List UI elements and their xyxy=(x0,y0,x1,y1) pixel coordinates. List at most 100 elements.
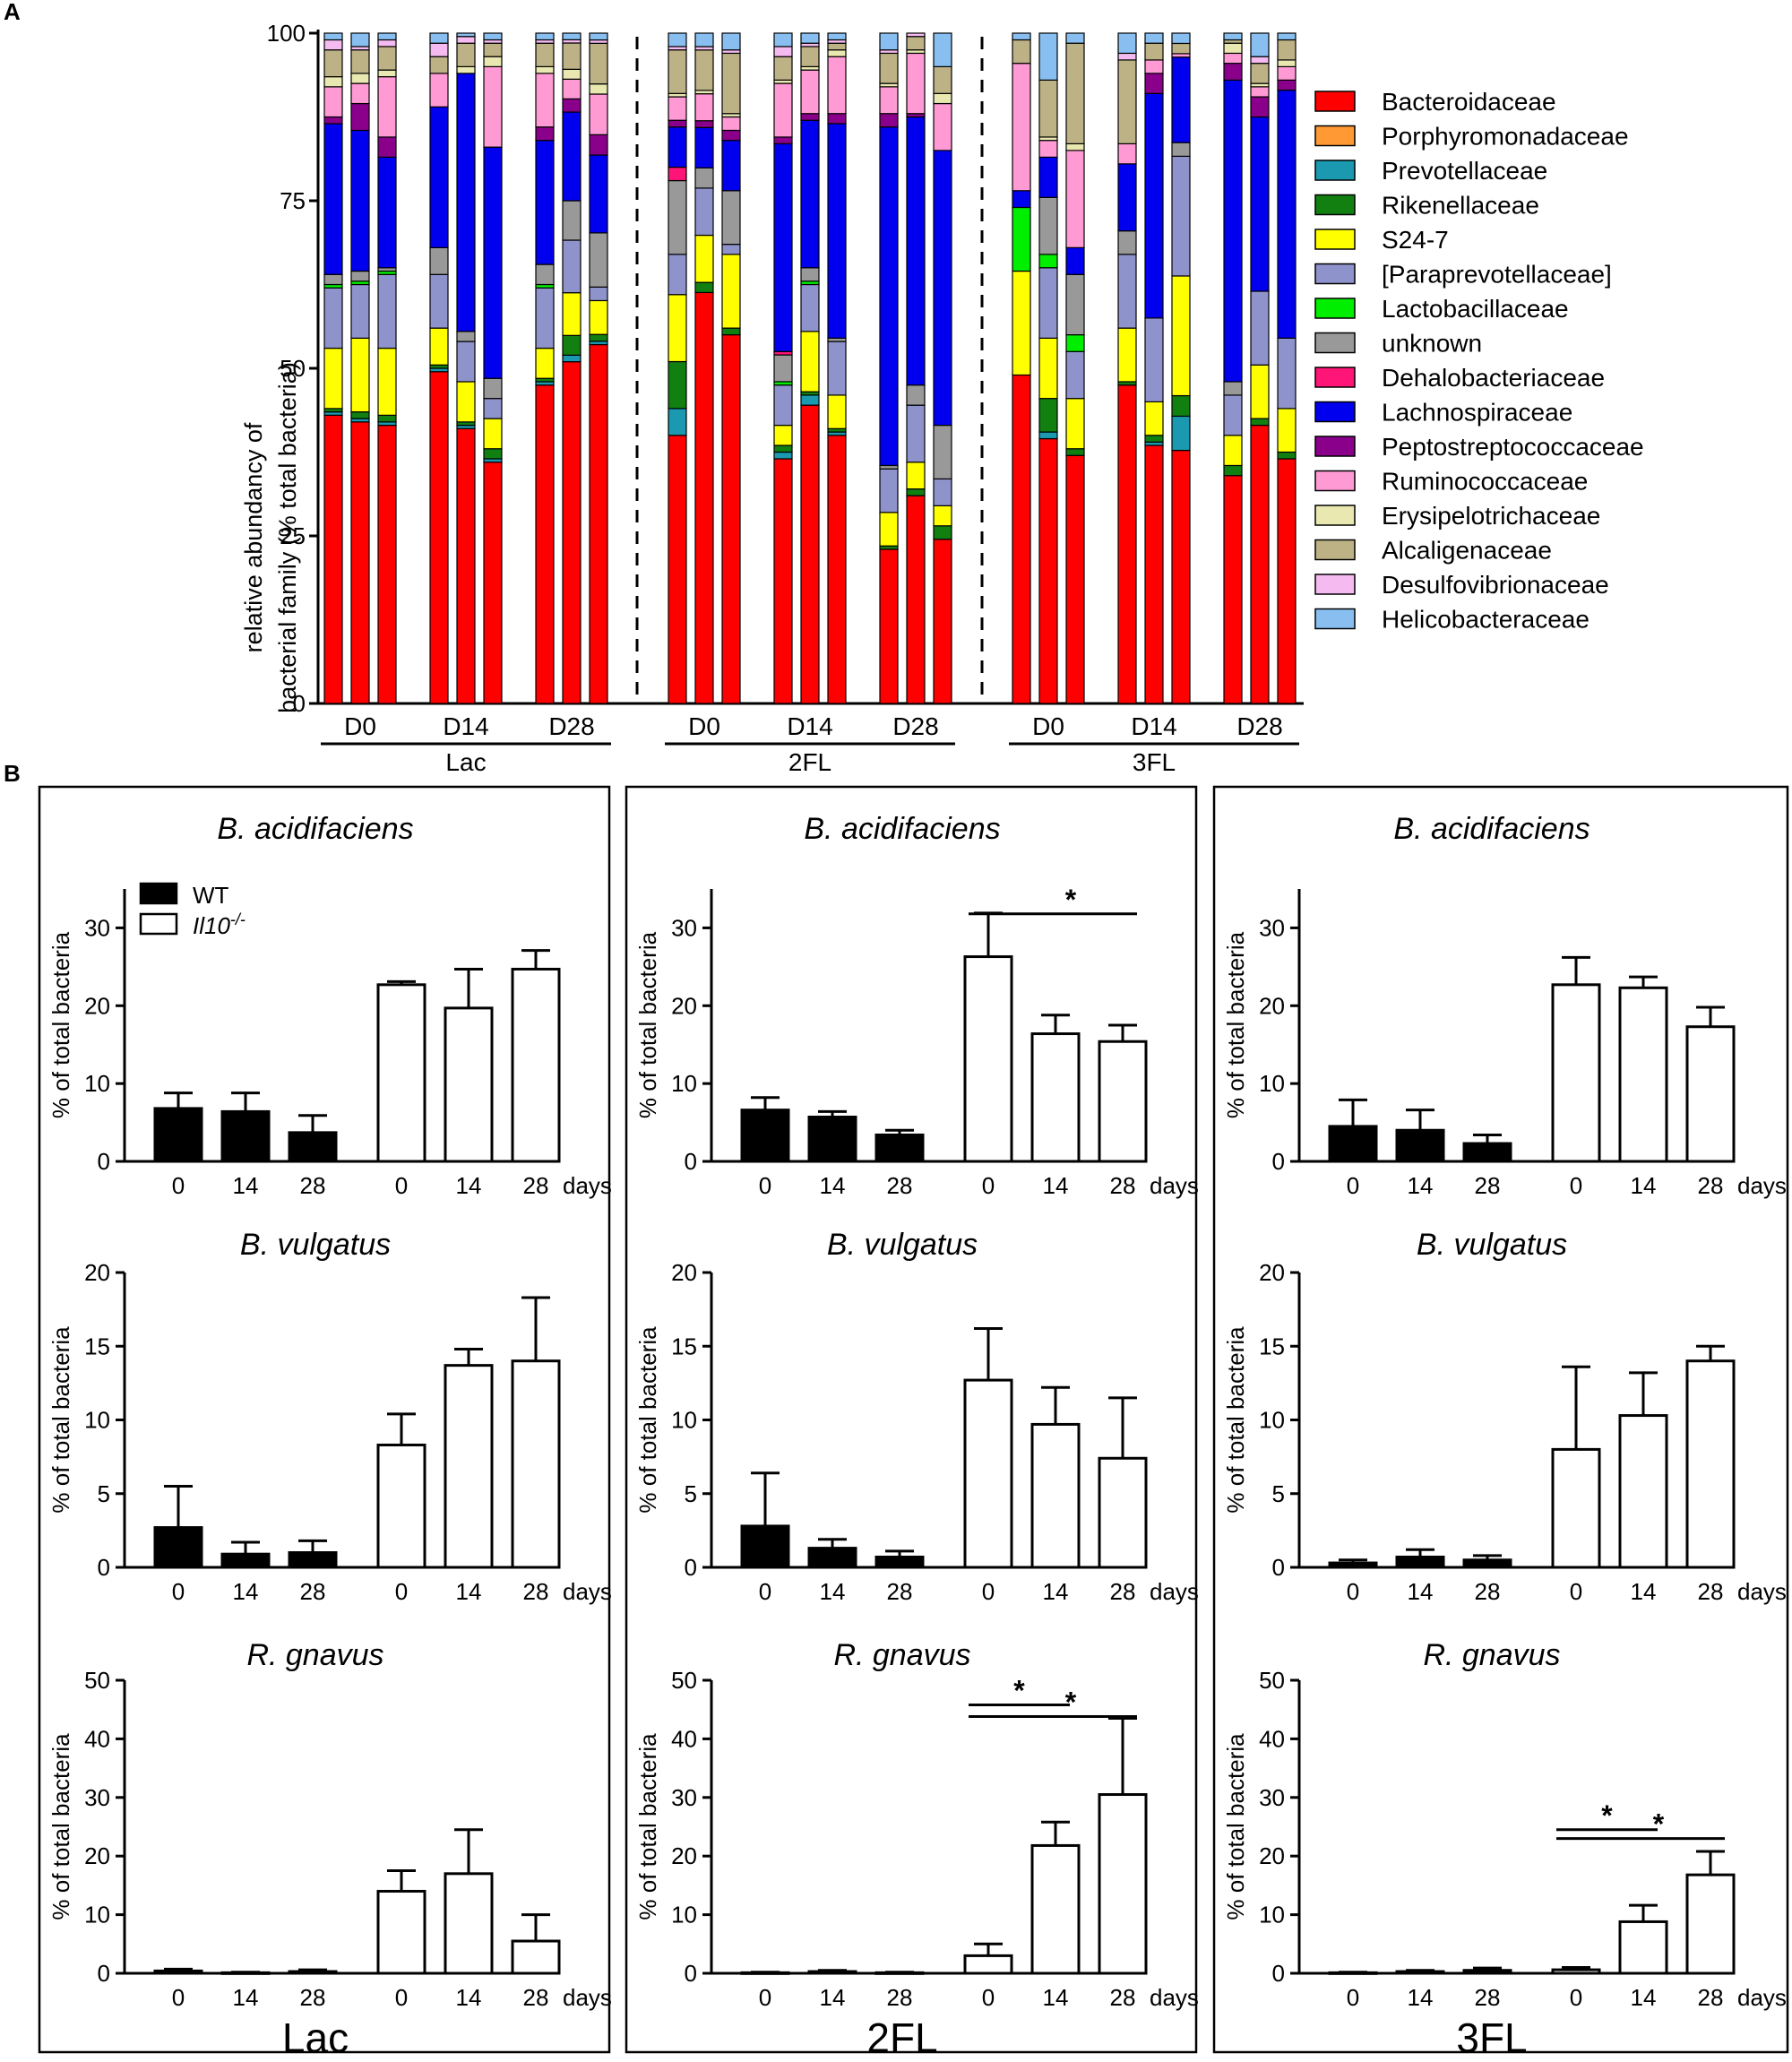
stacked-segment-lachnospiraceae xyxy=(483,146,503,379)
stacked-segment-bacteroidaceae xyxy=(562,361,582,704)
stacked-segment-desulfovibrionaceae xyxy=(429,42,449,57)
stacked-segment-alcaligenaceae xyxy=(1171,42,1191,55)
stacked-segment-rikenellaceae xyxy=(350,411,370,419)
stacked-segment-rikenellaceae xyxy=(483,448,503,460)
stacked-segment-dehalobacteriaceae xyxy=(668,167,687,182)
bar-wt xyxy=(1462,1142,1512,1163)
stacked-segment-lachnospiraceae xyxy=(1144,92,1164,319)
species-ytick-label: 15 xyxy=(671,1333,697,1359)
bar-wt xyxy=(220,1971,271,1975)
chart-a-ytick-label: 100 xyxy=(267,20,306,47)
legend-swatch xyxy=(1314,436,1356,457)
stacked-segment-s24-7 xyxy=(1012,270,1031,376)
stacked-segment--paraprevotellaceae- xyxy=(429,273,449,329)
stacked-segment--paraprevotellaceae- xyxy=(827,341,847,396)
stacked-segment-peptostreptococcaceae xyxy=(879,113,899,128)
stacked-segment-bacteroidaceae xyxy=(483,462,503,704)
species-ytick-label: 0 xyxy=(1272,1148,1285,1175)
stacked-segment-s24-7 xyxy=(377,347,397,416)
bar-il10-ko xyxy=(1685,1025,1736,1163)
species-ytick-label: 20 xyxy=(1259,992,1285,1019)
species-xtick-label: 0 xyxy=(1347,1172,1359,1199)
stacked-segment-desulfovibrionaceae xyxy=(906,32,926,38)
bar-il10-ko xyxy=(1618,986,1668,1163)
stacked-segment-alcaligenaceae xyxy=(1065,42,1085,145)
stacked-segment--paraprevotellaceae- xyxy=(1250,290,1270,366)
stacked-segment-bacteroidaceae xyxy=(668,435,687,704)
legend-swatch xyxy=(1314,470,1356,492)
bar-il10-ko xyxy=(963,1954,1013,1975)
stacked-segment-bacteroidaceae xyxy=(694,291,714,704)
stacked-segment-helicobacteraceae xyxy=(1012,32,1031,41)
stacked-segment-helicobacteraceae xyxy=(1223,32,1243,41)
species-xtick-label: 0 xyxy=(1570,1172,1582,1199)
stacked-segment-lachnospiraceae xyxy=(800,119,820,269)
species-xtick-label: 28 xyxy=(300,1984,326,2011)
stacked-segment-helicobacteraceae xyxy=(456,32,476,38)
species-xtick-label: 0 xyxy=(395,1984,408,2011)
bar-il10-ko xyxy=(1618,1920,1668,1975)
stacked-segment-peptostreptococcaceae xyxy=(323,116,343,125)
stacked-segment-unknown xyxy=(589,232,608,288)
legend-swatch xyxy=(1314,608,1356,630)
stacked-segment-lachnospiraceae xyxy=(694,126,714,168)
species-ytick-label: 50 xyxy=(1259,1667,1285,1694)
species-title: B. vulgatus xyxy=(1417,1228,1567,1262)
stacked-segment-unknown xyxy=(562,200,582,241)
species-ytick-label: 10 xyxy=(671,1070,697,1097)
stacked-segment-lachnospiraceae xyxy=(1250,116,1270,292)
stacked-segment-peptostreptococcaceae xyxy=(773,136,793,145)
bar-il10-ko xyxy=(1098,1793,1148,1975)
species-title: R. gnavus xyxy=(833,1638,970,1672)
species-ytick-label: 20 xyxy=(1259,1259,1285,1286)
stacked-segment-lachnospiraceae xyxy=(879,126,899,467)
stacked-segment--paraprevotellaceae- xyxy=(323,287,343,349)
species-ytick-label: 40 xyxy=(671,1725,697,1752)
stacked-segment-ruminococcaceae xyxy=(535,73,555,128)
stacked-segment--paraprevotellaceae- xyxy=(800,283,820,332)
stacked-segment-bacteroidaceae xyxy=(906,495,926,704)
stacked-segment-peptostreptococcaceae xyxy=(694,120,714,128)
stacked-segment-desulfovibrionaceae xyxy=(1117,52,1137,61)
stacked-segment-lachnospiraceae xyxy=(429,106,449,248)
stacked-segment-bacteroidaceae xyxy=(1065,454,1085,704)
species-ytick-label: 0 xyxy=(98,1554,110,1581)
chart-a-ylabel-line1: relative abundancy of xyxy=(240,422,267,652)
stacked-segment-helicobacteraceae xyxy=(350,32,370,47)
species-ytick-label: 20 xyxy=(84,1842,110,1869)
species-xtick-label: 28 xyxy=(1698,1578,1724,1605)
stacked-segment-alcaligenaceae xyxy=(1250,63,1270,84)
stacked-segment-prevotellaceae xyxy=(1038,431,1058,440)
bar-il10-ko xyxy=(1685,1359,1736,1569)
stacked-segment-s24-7 xyxy=(668,294,687,363)
species-title: B. vulgatus xyxy=(827,1228,978,1262)
stacked-segment-helicobacteraceae xyxy=(694,32,714,47)
stacked-segment-alcaligenaceae xyxy=(456,42,476,68)
species-xtick-label: 0 xyxy=(172,1984,185,2011)
stacked-segment-ruminococcaceae xyxy=(906,52,926,115)
bar-wt xyxy=(1462,1969,1512,1975)
stacked-segment-helicobacteraceae xyxy=(1117,32,1137,55)
stacked-segment-ruminococcaceae xyxy=(827,56,847,115)
stacked-segment-s24-7 xyxy=(562,292,582,336)
stacked-segment-s24-7 xyxy=(589,299,608,335)
legend-ko-swatch xyxy=(139,912,178,936)
stacked-segment-unknown xyxy=(773,354,793,383)
stacked-segment-erysipelotrichaceae xyxy=(933,92,952,105)
species-xtick-label: 28 xyxy=(887,1984,913,2011)
legend-label: [Paraprevotellaceae] xyxy=(1382,261,1612,289)
family-legend: Bacteroidaceae Porphyromonadaceae Prevotel… xyxy=(1314,88,1644,634)
legend-swatch xyxy=(1314,298,1356,319)
legend-swatch xyxy=(1314,574,1356,595)
stacked-segment-s24-7 xyxy=(429,327,449,366)
legend-label: Bacteroidaceae xyxy=(1382,88,1556,116)
stacked-segment-alcaligenaceae xyxy=(589,42,608,85)
species-panels: B. acidifaciens % of total bacteria 0 10 20 3… xyxy=(38,785,1789,2061)
stacked-segment-rikenellaceae xyxy=(906,488,926,496)
legend-swatch xyxy=(1314,263,1356,285)
stacked-segment-s24-7 xyxy=(800,331,820,393)
stacked-segment-lachnospiraceae xyxy=(1065,246,1085,275)
species-ytick-label: 10 xyxy=(84,1070,110,1097)
species-xtick-label: 14 xyxy=(1408,1984,1434,2011)
stacked-segment-unknown xyxy=(668,179,687,255)
